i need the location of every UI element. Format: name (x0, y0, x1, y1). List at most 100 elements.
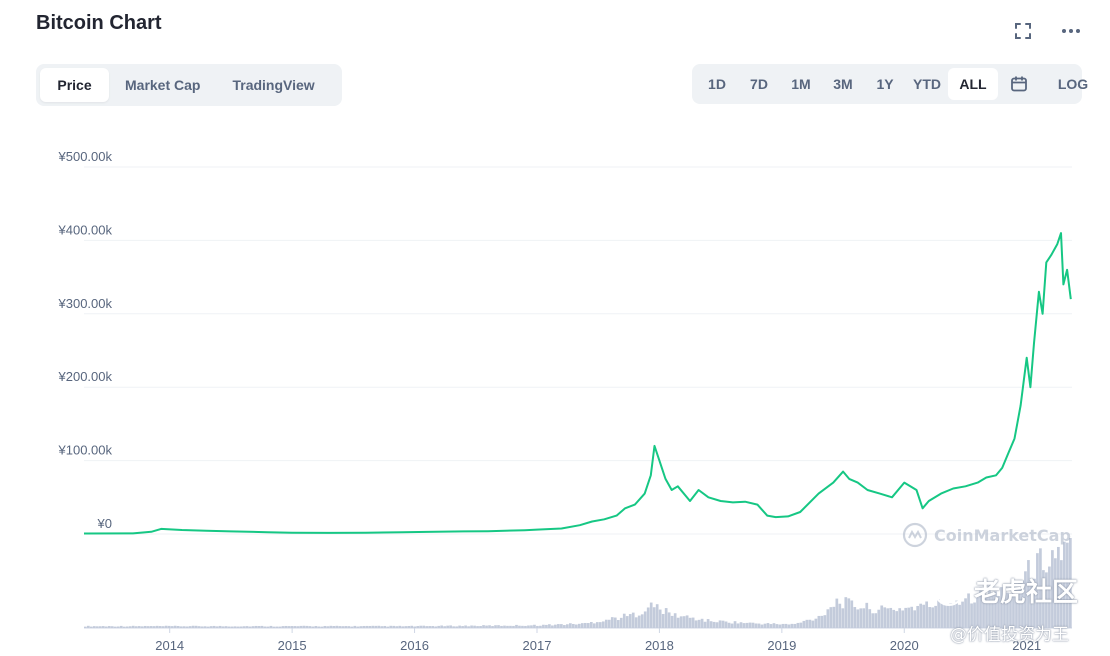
volume-bar (643, 611, 647, 628)
volume-bar (287, 626, 291, 628)
range-3m[interactable]: 3M (833, 76, 853, 92)
volume-bar (622, 613, 626, 628)
volume-bar (658, 609, 662, 628)
y-tick-label: ¥0 (97, 516, 112, 531)
log-scale-button[interactable]: LOG (1057, 76, 1089, 92)
volume-bar (937, 599, 940, 628)
volume-bar (700, 618, 704, 628)
volume-bar (727, 622, 731, 628)
volume-bar (113, 626, 117, 628)
range-ytd[interactable]: YTD (913, 76, 941, 92)
volume-bar (862, 608, 866, 628)
volume-bar (1066, 542, 1069, 628)
volume-bar (119, 625, 123, 628)
volume-bar (1051, 550, 1054, 628)
volume-bar (697, 619, 701, 628)
volume-bar (895, 611, 899, 628)
volume-bar (236, 626, 240, 628)
volume-bar (859, 608, 863, 628)
volume-bar (170, 626, 174, 628)
volume-bar (446, 625, 449, 628)
volume-bar (961, 601, 964, 628)
volume-bar (518, 625, 521, 628)
volume-bar (736, 623, 740, 628)
volume-bar (314, 626, 318, 628)
volume-bar (575, 624, 578, 628)
volume-bar (694, 620, 698, 628)
volume-bar (883, 607, 887, 628)
range-1y[interactable]: 1Y (876, 76, 894, 92)
volume-bar (892, 609, 896, 628)
volume-bar (362, 625, 366, 628)
volume-bar (299, 625, 303, 628)
volume-bar (467, 626, 470, 628)
volume-bar (209, 626, 213, 628)
volume-bar (664, 608, 668, 628)
volume-bar (805, 619, 809, 628)
volume-bar (628, 614, 632, 628)
coinmarketcap-logo-icon (902, 522, 928, 548)
volume-bar (595, 622, 599, 628)
volume-bar (347, 626, 351, 628)
volume-bar (377, 625, 381, 628)
volume-bar (955, 600, 958, 628)
fullscreen-icon[interactable] (1012, 20, 1034, 42)
volume-bar (964, 598, 967, 628)
volume-bar (227, 626, 231, 628)
volume-bar (395, 626, 399, 628)
volume-bar (101, 626, 105, 628)
volume-bar (392, 625, 396, 628)
volume-bar (1009, 595, 1012, 628)
volume-bar (757, 623, 761, 628)
range-7d[interactable]: 7D (750, 76, 768, 92)
volume-bar (149, 626, 153, 628)
volume-bar (787, 624, 791, 628)
volume-bar (754, 623, 758, 628)
calendar-icon[interactable] (998, 68, 1040, 100)
volume-bar (413, 626, 417, 628)
volume-bar (721, 620, 725, 628)
tab-tradingview[interactable]: TradingView (232, 77, 315, 93)
volume-bar (967, 593, 970, 628)
volume-bar (1036, 553, 1039, 628)
volume-bar (910, 606, 914, 628)
volume-bar (476, 626, 479, 628)
volume-bar (580, 623, 584, 628)
volume-bar (940, 602, 943, 628)
volume-bar (512, 625, 515, 628)
volume-bar (718, 620, 722, 628)
volume-bar (919, 603, 923, 628)
volume-bar (1054, 558, 1057, 628)
volume-bar (386, 626, 390, 628)
volume-bar (560, 624, 563, 628)
volume-bar (781, 623, 785, 628)
volume-bars (84, 538, 1072, 628)
volume-bar (922, 604, 925, 628)
volume-bar (823, 615, 827, 628)
volume-bar (1042, 570, 1045, 628)
volume-bar (356, 626, 360, 628)
volume-bar (185, 626, 189, 628)
volume-bar (128, 626, 132, 628)
volume-bar (634, 617, 638, 628)
tab-price[interactable]: Price (40, 68, 109, 102)
volume-bar (422, 625, 426, 628)
volume-bar (245, 626, 249, 628)
volume-bar (161, 626, 165, 628)
volume-bar (557, 624, 560, 628)
volume-bar (200, 626, 204, 628)
range-all[interactable]: ALL (948, 68, 998, 100)
more-icon[interactable] (1060, 20, 1082, 42)
volume-bar (598, 622, 602, 628)
volume-bar (98, 626, 102, 628)
tab-market-cap[interactable]: Market Cap (125, 77, 201, 93)
volume-bar (850, 600, 854, 628)
volume-bar (368, 625, 372, 628)
range-1d[interactable]: 1D (708, 76, 726, 92)
range-1m[interactable]: 1M (791, 76, 811, 92)
community-watermark: 老虎社区 (932, 572, 1078, 609)
y-tick-label: ¥300.00k (58, 296, 113, 311)
volume-bar (140, 626, 144, 628)
volume-bar (829, 607, 833, 628)
